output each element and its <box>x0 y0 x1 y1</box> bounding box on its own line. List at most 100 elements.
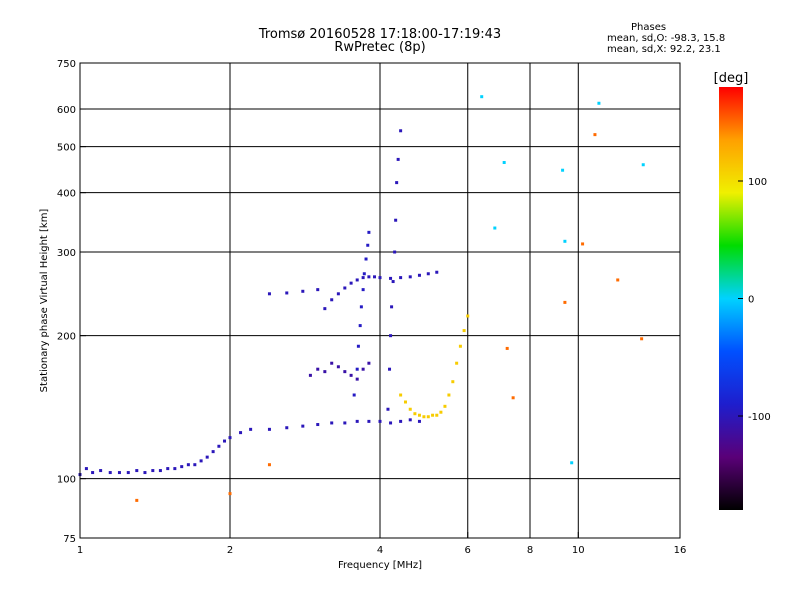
data-point <box>180 465 184 469</box>
data-point <box>364 257 368 261</box>
data-point <box>211 450 215 454</box>
grid-lines <box>80 63 680 538</box>
colorbar-label: [deg] <box>714 71 749 86</box>
data-point <box>99 469 103 473</box>
x-tick-label: 10 <box>572 545 585 556</box>
data-point <box>126 471 130 475</box>
data-point <box>417 419 421 423</box>
data-point <box>223 439 227 443</box>
data-point <box>408 418 412 422</box>
data-point <box>593 133 597 137</box>
data-point <box>389 276 393 280</box>
data-point <box>367 230 371 234</box>
data-point <box>355 278 359 282</box>
data-point <box>361 288 365 292</box>
data-point <box>301 424 305 428</box>
data-point <box>395 181 399 185</box>
data-point <box>431 413 435 417</box>
data-point <box>228 436 232 440</box>
data-point <box>399 276 403 280</box>
phases-stats-o-mode: mean, sd,O: -98.3, 15.8 <box>607 33 726 44</box>
data-point <box>323 307 327 311</box>
data-point <box>267 292 271 296</box>
y-tick-label: 400 <box>57 189 76 200</box>
y-axis-label: Stationary phase Virtual Height [km] <box>39 209 50 393</box>
trace-points <box>78 95 645 502</box>
data-point <box>394 218 398 222</box>
data-point <box>563 300 567 304</box>
data-point <box>640 337 644 341</box>
data-point <box>426 272 430 276</box>
data-point <box>561 168 565 172</box>
data-point <box>378 419 382 423</box>
data-point <box>447 393 451 397</box>
data-point <box>367 419 371 423</box>
phases-stats-title: Phases <box>631 22 667 33</box>
data-point <box>316 288 320 292</box>
data-point <box>422 415 426 419</box>
data-point <box>378 276 382 280</box>
data-point <box>199 459 203 463</box>
y-tick-label: 600 <box>57 105 76 116</box>
data-point <box>389 334 393 338</box>
data-point <box>435 413 439 417</box>
data-point <box>390 305 394 309</box>
data-point <box>355 377 359 381</box>
data-point <box>458 344 462 348</box>
data-point <box>343 370 347 374</box>
data-point <box>466 314 470 318</box>
data-point <box>439 410 443 414</box>
data-point <box>502 161 506 165</box>
x-tick-label: 4 <box>377 545 383 556</box>
data-point <box>443 404 447 408</box>
data-point <box>349 281 353 285</box>
data-point <box>330 421 334 425</box>
data-point <box>323 370 327 374</box>
data-point <box>641 163 645 167</box>
colorbar-ticks: 100 0 -100 <box>738 177 771 423</box>
x-tick-label: 6 <box>465 545 471 556</box>
data-point <box>408 275 412 279</box>
data-point <box>373 275 377 279</box>
y-tick-label: 300 <box>57 248 76 259</box>
data-point <box>581 242 585 246</box>
data-point <box>193 463 197 467</box>
data-point <box>570 461 574 465</box>
data-point <box>403 400 407 404</box>
data-point <box>616 278 620 282</box>
data-point <box>359 305 363 309</box>
data-point <box>330 361 334 365</box>
data-point <box>462 329 466 333</box>
data-point <box>336 292 340 296</box>
data-point <box>285 426 289 430</box>
colorbar-tick-label: -100 <box>748 412 771 423</box>
data-point <box>301 289 305 293</box>
data-point <box>367 361 371 365</box>
data-point <box>316 423 320 427</box>
x-axis-label: Frequency [MHz] <box>338 560 422 571</box>
y-tick-label: 100 <box>57 475 76 486</box>
data-point <box>205 455 209 459</box>
data-point <box>366 243 370 247</box>
data-point <box>435 270 439 274</box>
data-point <box>267 463 271 467</box>
data-point <box>399 419 403 423</box>
data-point <box>143 471 147 475</box>
data-point <box>388 367 392 371</box>
data-point <box>358 324 362 328</box>
data-point <box>135 498 139 502</box>
data-point <box>389 421 393 425</box>
data-point <box>455 361 459 365</box>
data-point <box>413 412 417 416</box>
data-point <box>451 380 455 384</box>
data-point <box>391 280 395 284</box>
chart-subtitle: RwPretec (8p) <box>334 40 426 55</box>
x-tick-label: 8 <box>527 545 533 556</box>
data-point <box>417 273 421 277</box>
data-point <box>493 226 497 230</box>
data-point <box>108 471 112 475</box>
data-point <box>343 286 347 290</box>
data-point <box>417 413 421 417</box>
chart-title: Tromsø 20160528 17:18:00-17:19:43 <box>258 27 502 42</box>
